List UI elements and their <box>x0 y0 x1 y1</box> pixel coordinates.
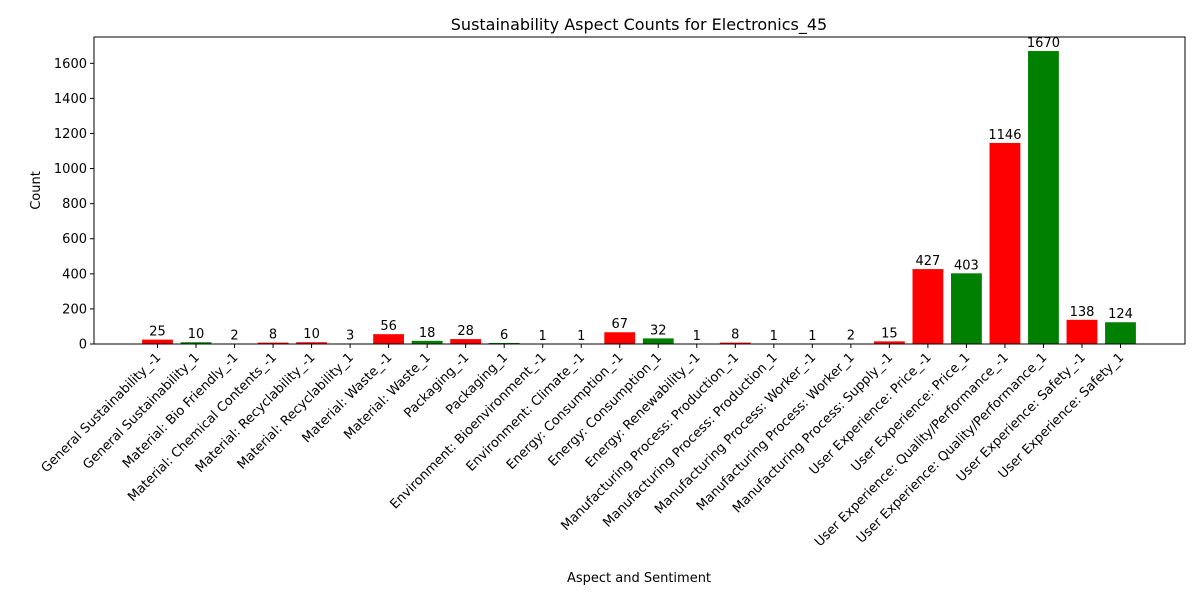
bar-value-label: 8 <box>731 328 739 343</box>
bar-value-label: 32 <box>650 323 667 338</box>
bar-value-label: 403 <box>954 258 979 273</box>
y-tick-label: 1600 <box>54 57 87 72</box>
y-axis-label: Count <box>29 171 44 210</box>
bar-value-label: 67 <box>611 317 628 332</box>
y-tick-label: 800 <box>62 197 87 212</box>
bar <box>912 269 943 344</box>
bar-value-label: 28 <box>457 324 474 339</box>
bar-value-label: 1 <box>577 329 585 344</box>
chart-title: Sustainability Aspect Counts for Electro… <box>451 15 827 35</box>
bar-value-label: 8 <box>269 328 277 343</box>
bar <box>373 334 404 344</box>
bar-value-label: 1146 <box>988 128 1021 143</box>
y-tick-label: 600 <box>62 232 87 247</box>
bar <box>450 339 481 344</box>
bar-value-label: 15 <box>881 326 898 341</box>
y-tick-label: 200 <box>62 302 87 317</box>
y-tick-label: 0 <box>79 338 87 353</box>
x-tick-label: Manufacturing Process: Production_-1 <box>558 350 742 534</box>
bar-value-label: 1 <box>539 329 547 344</box>
plot-frame <box>94 37 1185 344</box>
bar-value-label: 138 <box>1070 305 1095 320</box>
bar <box>990 143 1021 344</box>
y-tick-label: 400 <box>62 267 87 282</box>
bar <box>643 338 674 344</box>
bar-value-label: 25 <box>149 325 166 340</box>
bar-value-label: 18 <box>419 326 436 341</box>
bar <box>604 332 635 344</box>
bars-layer <box>142 51 1136 344</box>
bar-value-label: 2 <box>847 329 855 344</box>
bar-value-label: 1 <box>693 329 701 344</box>
bar <box>951 273 982 344</box>
bar-value-label: 10 <box>303 327 320 342</box>
y-tick-label: 1400 <box>54 92 87 107</box>
bar <box>1028 51 1059 344</box>
bar-value-label: 2 <box>230 329 238 344</box>
bar-value-label: 6 <box>500 328 508 343</box>
y-tick-label: 1000 <box>54 162 87 177</box>
bar-value-label: 1670 <box>1027 36 1060 51</box>
bar-value-label: 10 <box>188 327 205 342</box>
y-axis: 0 200 400 600 800 1000 1200 1400 1600 <box>54 57 94 353</box>
bar <box>1067 320 1098 344</box>
y-tick-label: 1200 <box>54 127 87 142</box>
bar-value-label: 3 <box>346 328 354 343</box>
bar <box>142 340 173 344</box>
bar-value-label: 427 <box>915 254 940 269</box>
bar <box>1105 322 1136 344</box>
bar-value-label: 56 <box>380 319 397 334</box>
bar-value-label: 1 <box>770 329 778 344</box>
x-axis-label: Aspect and Sentiment <box>567 571 711 586</box>
bar-value-label: 1 <box>808 329 816 344</box>
bar-value-label: 124 <box>1108 307 1133 322</box>
